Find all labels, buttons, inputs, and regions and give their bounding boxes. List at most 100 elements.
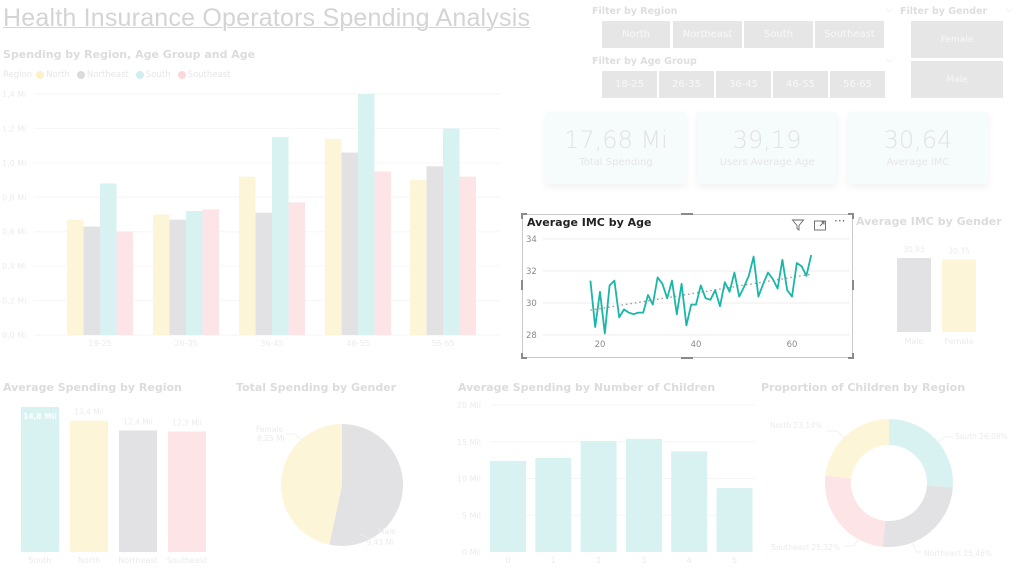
focused-visual-imc-by-age[interactable]: Average IMC by Age ··· 28 30 32 34 20 40 60 bbox=[521, 213, 854, 359]
kpi-total-spending: 17,68 Mi Total Spending bbox=[546, 112, 686, 184]
filter-age-26-35[interactable]: 26-35 bbox=[659, 71, 714, 98]
kpi-users-average-age: 39,19 Users Average Age bbox=[697, 112, 837, 184]
legend-dot-icon bbox=[76, 71, 85, 79]
x-tick-label: 60 bbox=[787, 340, 798, 350]
data-label-category: Male bbox=[378, 527, 396, 536]
resize-handle[interactable] bbox=[681, 357, 693, 359]
resize-handle[interactable] bbox=[852, 213, 854, 219]
bar-southeast-46-55 bbox=[374, 171, 391, 335]
data-label: North 23,14% bbox=[770, 421, 822, 430]
filter-gender-female[interactable]: Female bbox=[911, 21, 1003, 58]
line-chart[interactable]: 28 30 32 34 20 40 60 bbox=[523, 231, 852, 355]
data-label: 30,93 bbox=[903, 245, 925, 254]
chart-title-imc-by-age: Average IMC by Age bbox=[527, 216, 652, 229]
filter-region-north[interactable]: North bbox=[602, 21, 670, 48]
bar-southeast-26-35 bbox=[202, 209, 219, 335]
x-tick-label: Female bbox=[945, 337, 974, 346]
y-tick-label: 1,2 Mi bbox=[2, 124, 26, 133]
chart-title-avg-spending-region: Average Spending by Region bbox=[3, 381, 182, 394]
donut-slice-north bbox=[825, 419, 889, 479]
resize-handle[interactable] bbox=[852, 353, 854, 359]
pie-slice-male bbox=[329, 424, 403, 546]
y-tick-label: 1,0 Mi bbox=[2, 159, 26, 168]
resize-handle[interactable] bbox=[521, 280, 523, 290]
kpi-value: 30,64 bbox=[883, 126, 953, 154]
chevron-down-icon[interactable]: ⌵ bbox=[1006, 5, 1013, 15]
filter-region-title: Filter by Region bbox=[592, 6, 678, 17]
y-tick-label: 15 Mil bbox=[457, 438, 481, 447]
data-label: 8,25 Mi bbox=[257, 434, 285, 443]
data-label-category: Female bbox=[256, 425, 284, 434]
bar-northeast bbox=[119, 430, 157, 552]
bar-female bbox=[942, 259, 976, 332]
resize-handle[interactable] bbox=[852, 280, 854, 290]
y-tick-label: 1,4 Mi bbox=[2, 90, 26, 99]
y-tick-label: 0,4 Mi bbox=[2, 262, 26, 271]
bar-north-46-55 bbox=[325, 138, 342, 335]
x-tick-label: 2 bbox=[596, 556, 601, 565]
legend-item-south[interactable]: South bbox=[135, 70, 171, 80]
bar-south bbox=[21, 407, 59, 552]
filter-gender-male[interactable]: Male bbox=[911, 61, 1003, 98]
bar-north-26-35 bbox=[153, 214, 170, 335]
data-label: South 26,08% bbox=[955, 432, 1008, 441]
bar-children-5 bbox=[716, 488, 753, 552]
y-tick-label: 34 bbox=[526, 235, 537, 245]
filter-region-southeast[interactable]: Southeast bbox=[815, 21, 884, 48]
focus-mode-icon[interactable] bbox=[813, 217, 827, 231]
resize-handle[interactable] bbox=[521, 213, 523, 219]
filter-age-36-45[interactable]: 36-45 bbox=[716, 71, 771, 98]
legend-title: Region bbox=[3, 70, 33, 80]
resize-handle[interactable] bbox=[681, 213, 693, 215]
filter-age-56-65[interactable]: 56-65 bbox=[830, 71, 885, 98]
bar-northeast-56-65 bbox=[426, 166, 443, 335]
spending-children-bar-chart[interactable]: 0 Mil 5 Mil 10 Mil 15 Mil 20 Mil 0 1 2 3 4 5 bbox=[450, 395, 760, 575]
legend-item-northeast[interactable]: Northeast bbox=[76, 70, 129, 80]
filter-region-northeast[interactable]: Northeast bbox=[673, 21, 742, 48]
y-tick-label: 28 bbox=[526, 331, 537, 341]
x-tick-label: 26-35 bbox=[174, 339, 197, 348]
resize-handle[interactable] bbox=[848, 357, 854, 359]
legend-region: Region North Northeast South Southeast bbox=[3, 70, 233, 80]
donut-slice-south bbox=[889, 419, 953, 488]
imc-line-series bbox=[589, 254, 813, 335]
children-region-donut-chart[interactable]: South 26,08% Northeast 25,46% Southeast 25… bbox=[755, 395, 1022, 575]
chart-title-spending-region-age: Spending by Region, Age Group and Age bbox=[3, 48, 256, 61]
x-tick-label: 36-45 bbox=[260, 339, 283, 348]
filter-gender-title: Filter by Gender bbox=[900, 6, 988, 17]
filter-icon[interactable] bbox=[791, 217, 805, 231]
chart-title-imc-by-gender: Average IMC by Gender bbox=[856, 215, 1002, 228]
data-label: Southeast 25,32% bbox=[771, 543, 840, 552]
chevron-down-icon[interactable]: ⌵ bbox=[886, 5, 893, 15]
more-options-icon[interactable]: ··· bbox=[834, 214, 846, 228]
data-label: 9,43 Mi bbox=[366, 538, 394, 547]
bar-children-1 bbox=[535, 457, 572, 552]
chevron-down-icon[interactable]: ⌵ bbox=[886, 55, 893, 65]
kpi-label: Total Spending bbox=[579, 157, 653, 168]
x-tick-label: 18-25 bbox=[88, 339, 111, 348]
data-label: 30,35 bbox=[948, 246, 970, 255]
data-label: 14,8 Mil bbox=[23, 412, 57, 421]
filter-age-18-25[interactable]: 18-25 bbox=[602, 71, 657, 98]
resize-handle[interactable] bbox=[521, 213, 527, 215]
imc-gender-bar-chart[interactable]: 30,93 Male 30,35 Female bbox=[880, 236, 1010, 354]
x-tick-label: South bbox=[28, 556, 51, 565]
resize-handle[interactable] bbox=[848, 213, 854, 215]
bar-male bbox=[897, 258, 931, 332]
bar-north-36-45 bbox=[239, 176, 256, 335]
filter-region-south[interactable]: South bbox=[744, 21, 813, 48]
grouped-bar-chart[interactable]: 0,0 Mi 0,2 Mi 0,4 Mi 0,6 Mi 0,8 Mi 1,0 Mi 1,2 … bbox=[0, 82, 505, 352]
legend-item-southeast[interactable]: Southeast bbox=[177, 70, 230, 80]
y-tick-label: 0,6 Mi bbox=[2, 228, 26, 237]
resize-handle[interactable] bbox=[521, 353, 523, 359]
page-title: Health Insurance Operators Spending Anal… bbox=[3, 4, 531, 32]
x-tick-label: 20 bbox=[595, 340, 606, 350]
bar-northeast-46-55 bbox=[341, 152, 358, 335]
x-tick-label: 46-55 bbox=[346, 339, 369, 348]
resize-handle[interactable] bbox=[521, 357, 527, 359]
avg-spending-region-bar-chart[interactable]: 14,8 Mil South 13,4 Mil North 12,4 Mil Northe… bbox=[0, 395, 230, 575]
chart-title-spending-children: Average Spending by Number of Children bbox=[458, 381, 716, 394]
legend-item-north[interactable]: North bbox=[36, 70, 70, 80]
filter-age-46-55[interactable]: 46-55 bbox=[773, 71, 828, 98]
